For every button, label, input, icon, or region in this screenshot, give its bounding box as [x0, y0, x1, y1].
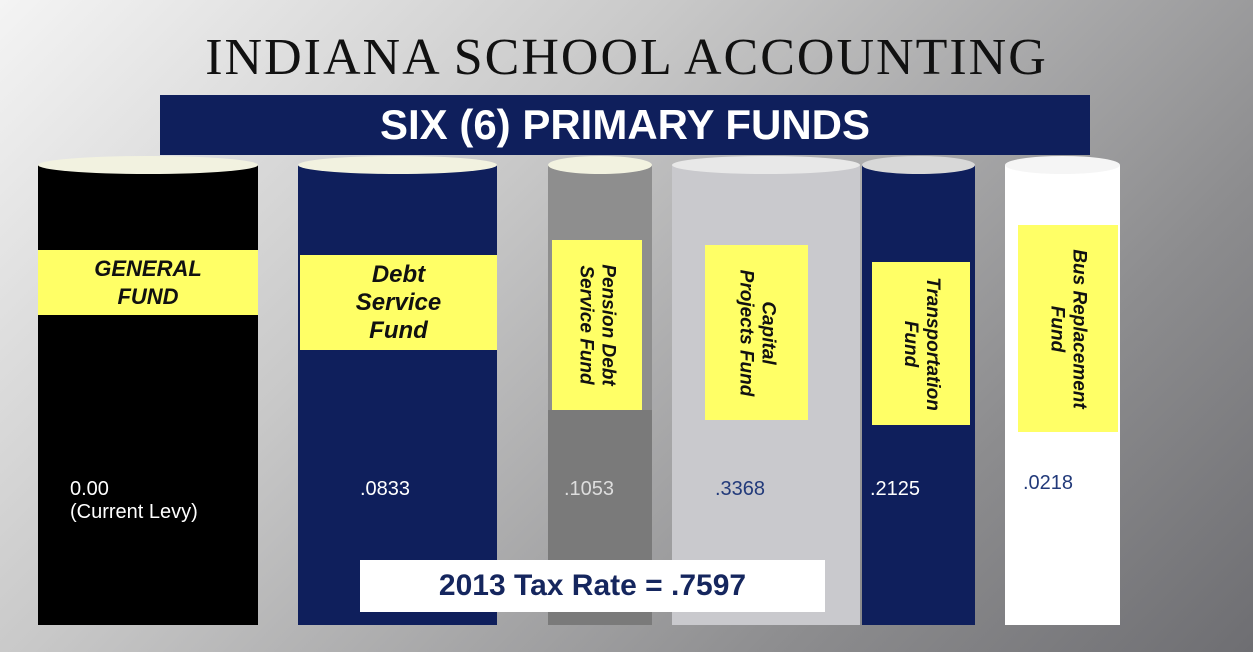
- rate-value: .0218: [1023, 472, 1074, 494]
- fund-label: Debt Service Fund: [300, 255, 497, 350]
- fund-label: Transportation Fund: [872, 262, 970, 425]
- label-line: Capital: [757, 300, 779, 365]
- pillar-cap: [548, 156, 652, 174]
- label-line: Fund: [1047, 305, 1069, 352]
- fund-pillar: Bus Replacement Fund .0218: [1005, 156, 1120, 625]
- fund-rate: .0833: [360, 478, 410, 501]
- label-line: FUND: [117, 283, 179, 309]
- fund-rate: .1053: [564, 478, 614, 501]
- fund-rate: 0.00 (Current Levy): [70, 478, 198, 524]
- fund-pillar: Transportation Fund .2125: [862, 156, 975, 625]
- fund-label: Capital Projects Fund: [705, 245, 808, 420]
- label-line: Bus Replacement: [1069, 248, 1091, 409]
- fund-rate: .2125: [870, 478, 920, 501]
- fund-label-text: GENERAL FUND: [94, 255, 202, 311]
- fund-label-text: Debt Service Fund: [356, 261, 441, 345]
- rate-value: .1053: [564, 478, 615, 500]
- label-line: Projects Fund: [735, 269, 757, 396]
- fund-pillar: Capital Projects Fund .3368: [672, 156, 860, 625]
- pillar-cap: [298, 156, 497, 174]
- pillar-cap: [862, 156, 975, 174]
- fund-label: Pension Debt Service Fund: [552, 240, 642, 410]
- label-line: Fund: [900, 320, 921, 367]
- pillar-cap: [672, 156, 860, 174]
- tax-rate-box: 2013 Tax Rate = .7597: [360, 560, 825, 612]
- fund-label-text: Capital Projects Fund: [735, 269, 779, 396]
- banner: SIX (6) PRIMARY FUNDS: [160, 95, 1090, 155]
- rate-value: .2125: [870, 478, 921, 500]
- fund-pillar: Debt Service Fund .0833: [298, 156, 497, 625]
- rate-value: 0.00: [70, 478, 109, 500]
- fund-pillar: Pension Debt Service Fund .1053: [548, 156, 652, 625]
- rate-note: (Current Levy): [70, 501, 198, 523]
- label-line: Service Fund: [576, 265, 597, 385]
- fund-rate: .0218: [1023, 472, 1073, 495]
- label-line: Service: [355, 288, 442, 316]
- label-line: Debt: [371, 260, 426, 288]
- fund-label-text: Transportation Fund: [899, 277, 943, 411]
- label-line: Fund: [369, 316, 428, 344]
- label-line: Pension Debt: [598, 264, 619, 386]
- fund-label: Bus Replacement Fund: [1018, 225, 1118, 432]
- rate-value: .0833: [360, 478, 411, 500]
- fund-label: GENERAL FUND: [38, 250, 258, 315]
- label-line: GENERAL: [94, 255, 202, 281]
- rate-value: .3368: [715, 478, 766, 500]
- pillar-cap: [1005, 156, 1120, 174]
- fund-label-text: Pension Debt Service Fund: [575, 264, 619, 385]
- fund-pillar: GENERAL FUND 0.00 (Current Levy): [38, 156, 258, 625]
- fund-label-text: Bus Replacement Fund: [1046, 249, 1090, 408]
- slide-title: INDIANA SCHOOL ACCOUNTING: [205, 29, 1048, 86]
- label-line: Transportation: [922, 276, 943, 411]
- pillar-cap: [38, 156, 258, 174]
- fund-rate: .3368: [715, 478, 765, 501]
